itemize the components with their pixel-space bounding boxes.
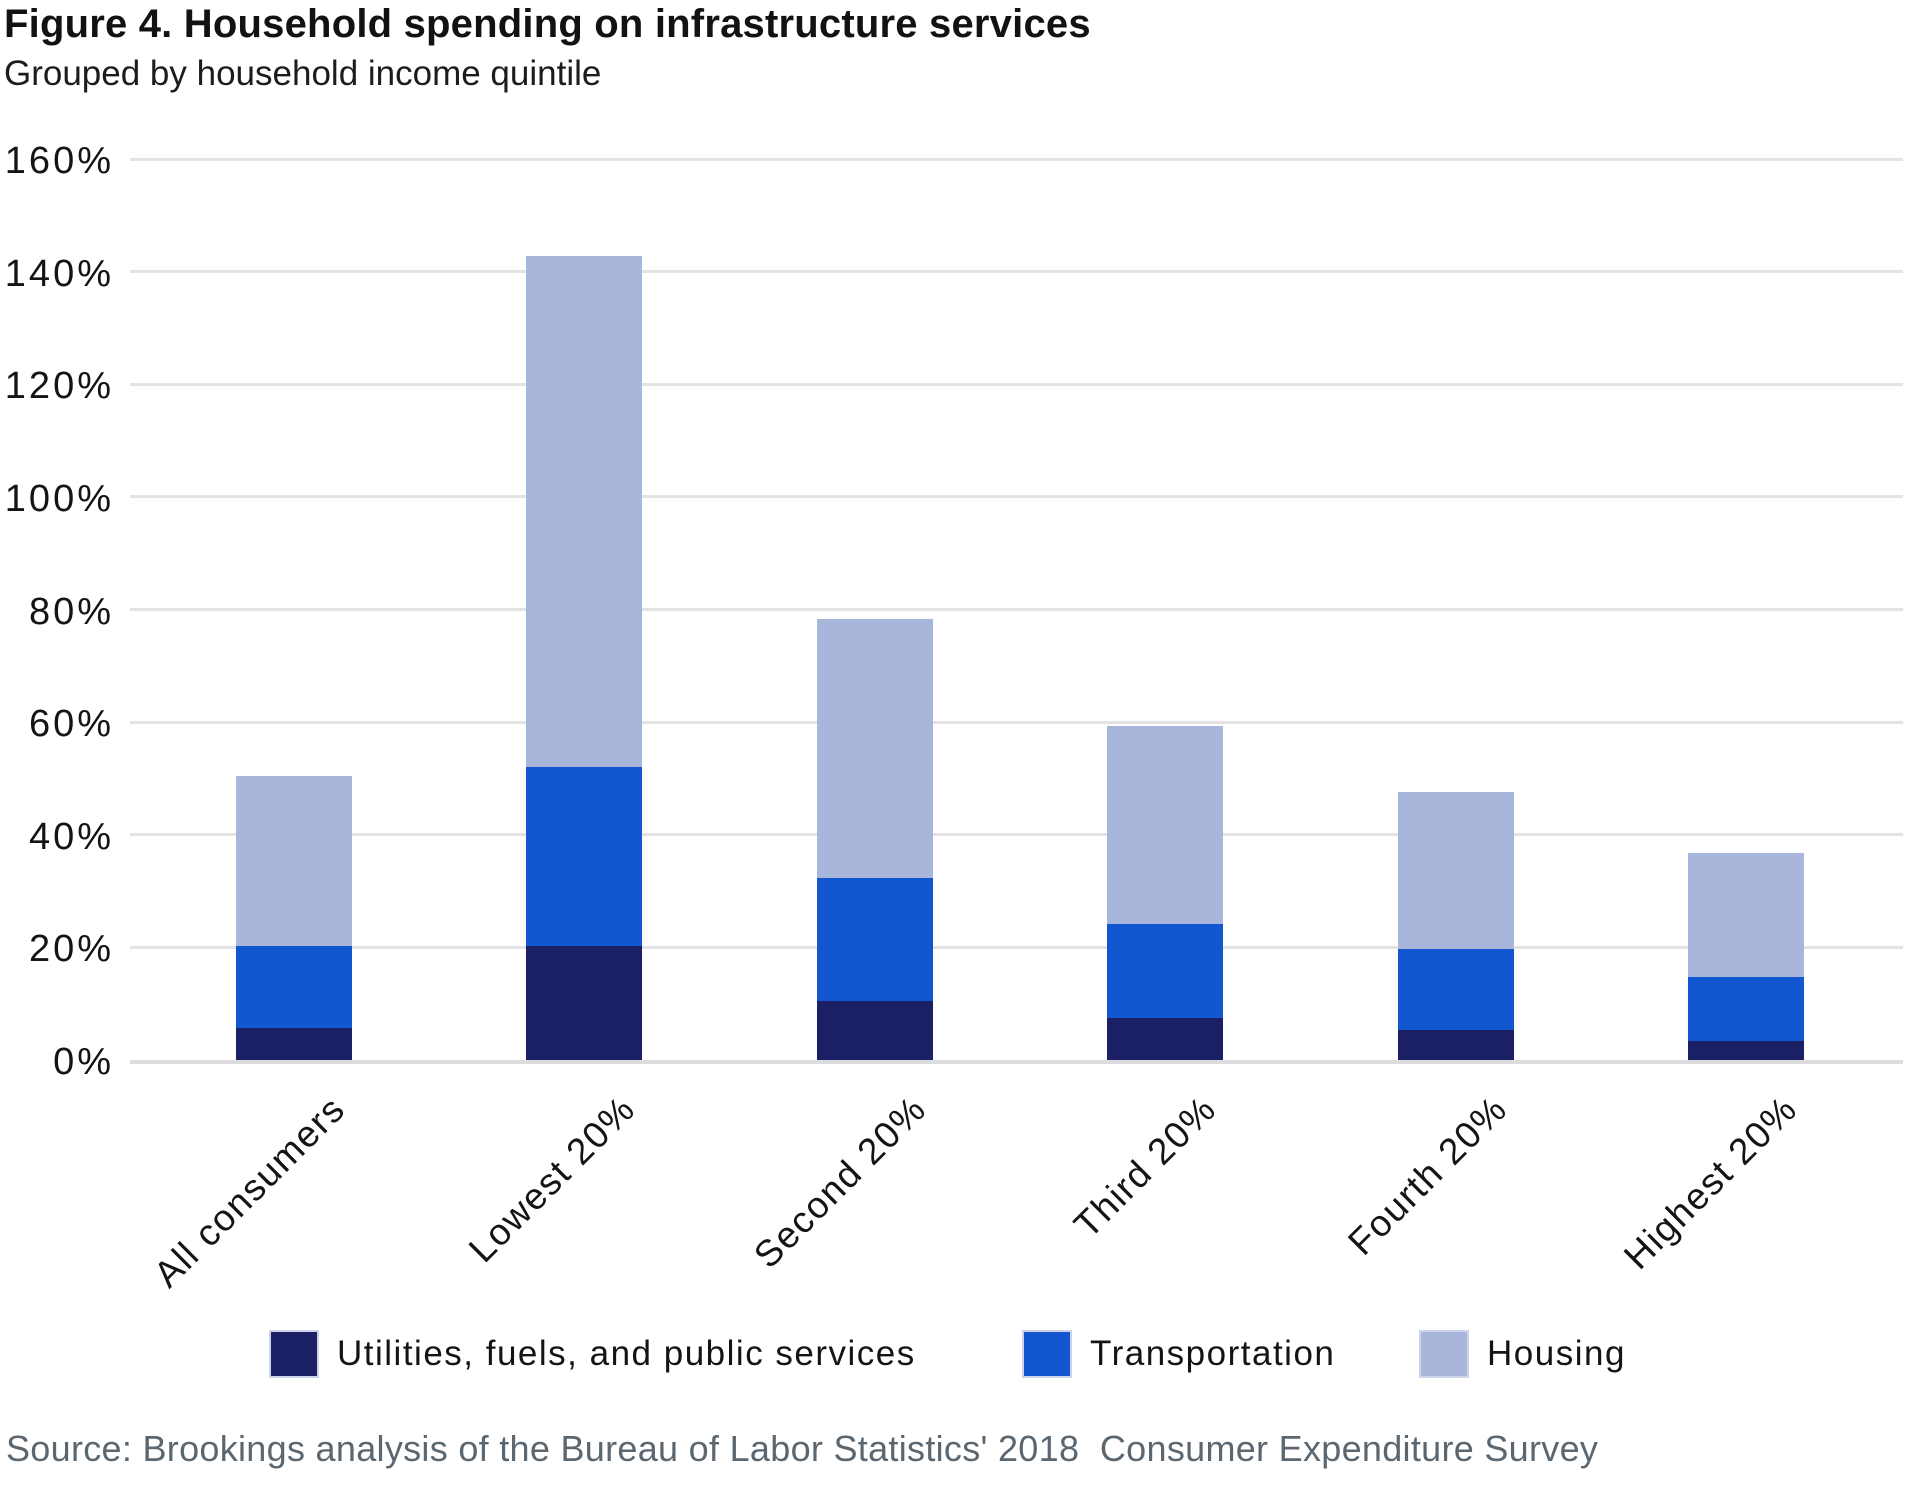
bar-segment-utilities <box>1107 1017 1224 1060</box>
legend-item-utilities: Utilities, fuels, and public services <box>269 1328 916 1380</box>
y-axis-tick-label: 140% <box>4 252 114 295</box>
bar-segment-transportation <box>526 766 643 946</box>
legend-label: Housing <box>1487 1334 1626 1373</box>
y-gridline <box>130 945 1903 949</box>
y-axis-tick-label: 120% <box>4 365 114 408</box>
legend: Utilities, fuels, and public services Tra… <box>0 1328 1913 1380</box>
bar-segment-transportation <box>1397 948 1514 1030</box>
legend-label: Transportation <box>1090 1334 1336 1373</box>
legend-swatch-housing <box>1419 1330 1469 1378</box>
y-gridline <box>130 157 1903 161</box>
bar-segment-housing <box>1397 792 1514 949</box>
legend-swatch-utilities <box>269 1330 319 1378</box>
bar-segment-utilities <box>816 1000 933 1060</box>
bar-segment-transportation <box>236 946 352 1028</box>
y-axis-tick-label: 60% <box>28 703 114 746</box>
bar-segment-transportation <box>1107 923 1224 1018</box>
y-axis-tick-label: 40% <box>28 815 114 858</box>
bar-segment-housing <box>526 255 643 767</box>
legend-item-transportation: Transportation <box>1022 1328 1335 1380</box>
bar-segment-housing <box>1107 725 1224 924</box>
y-gridline <box>130 495 1903 499</box>
y-axis-tick-label: 20% <box>28 928 114 971</box>
y-axis-tick-label: 160% <box>4 140 114 182</box>
y-gridline <box>130 270 1903 274</box>
bar-segment-housing <box>816 618 933 878</box>
bar-segment-utilities <box>236 1027 352 1060</box>
y-axis-tick-label: 100% <box>4 477 114 520</box>
bar-segment-housing <box>1688 852 1804 977</box>
y-gridline <box>130 720 1903 724</box>
bar-segment-utilities <box>1397 1029 1514 1060</box>
y-gridline <box>130 833 1903 837</box>
legend-label: Utilities, fuels, and public services <box>337 1334 916 1373</box>
bar-segment-transportation <box>816 877 933 1001</box>
source-note: Source: Brookings analysis of the Bureau… <box>6 1428 1599 1469</box>
figure-title: Figure 4. Household spending on infrastr… <box>4 2 1091 46</box>
y-axis-tick-label: 0% <box>53 1041 114 1083</box>
bar-segment-utilities <box>1688 1040 1804 1060</box>
bar-segment-housing <box>236 776 352 947</box>
figure-subtitle: Grouped by household income quintile <box>4 54 602 93</box>
y-gridline <box>130 608 1903 611</box>
y-gridline <box>130 382 1903 386</box>
y-axis-tick-label: 80% <box>28 590 114 633</box>
legend-swatch-transportation <box>1022 1330 1072 1378</box>
bar-segment-transportation <box>1688 976 1804 1041</box>
y-gridline <box>130 1060 1903 1064</box>
bar-segment-utilities <box>526 945 643 1060</box>
legend-item-housing: Housing <box>1419 1328 1626 1380</box>
